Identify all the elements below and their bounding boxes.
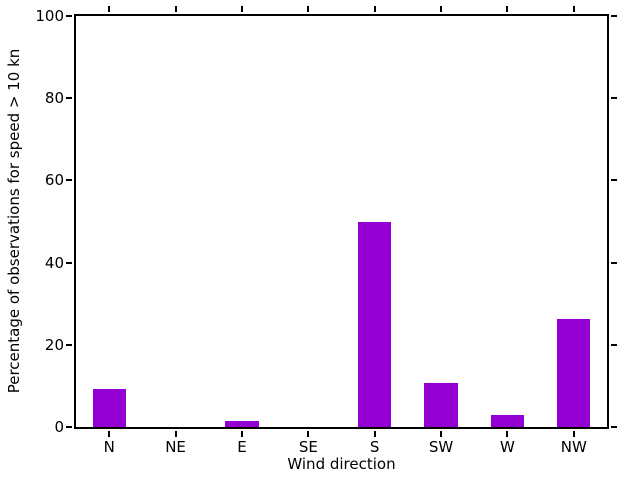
- y-tick-label-20: 20: [44, 335, 64, 354]
- x-tick-bottom-se: [307, 431, 310, 437]
- bar-e: [225, 420, 259, 427]
- bar-s: [358, 221, 392, 427]
- x-axis-label: Wind direction: [287, 455, 396, 473]
- x-tick-label-nw: NW: [560, 438, 587, 456]
- y-tick-label-0: 0: [54, 418, 64, 436]
- x-tick-bottom-nw: [572, 431, 575, 437]
- bar-n: [92, 388, 126, 427]
- x-tick-label-w: W: [500, 438, 515, 456]
- y-axis-label: Percentage of observations for speed > 1…: [5, 48, 23, 394]
- x-tick-top-w: [506, 6, 509, 12]
- x-tick-label-ne: NE: [165, 438, 186, 456]
- y-tick-right-0: [611, 426, 617, 428]
- y-tick-left-20: [66, 343, 72, 346]
- x-tick-bottom-n: [108, 431, 111, 437]
- x-tick-top-se: [307, 6, 310, 12]
- y-tick-right-80: [611, 97, 617, 100]
- x-tick-bottom-e: [240, 431, 243, 437]
- y-tick-left-40: [66, 261, 72, 264]
- x-tick-label-e: E: [237, 438, 247, 456]
- x-tick-bottom-s: [373, 431, 376, 437]
- y-tick-right-20: [611, 343, 617, 346]
- y-tick-left-60: [66, 179, 72, 182]
- x-tick-label-se: SE: [298, 438, 318, 456]
- bar-w: [490, 415, 525, 427]
- x-tick-label-sw: SW: [428, 438, 454, 456]
- y-tick-label-60: 60: [44, 171, 64, 190]
- x-tick-top-e: [240, 6, 243, 12]
- y-tick-label-80: 80: [44, 89, 64, 108]
- x-tick-bottom-w: [506, 431, 509, 437]
- y-tick-right-40: [611, 261, 617, 264]
- x-tick-label-s: S: [369, 438, 380, 456]
- y-tick-right-60: [611, 179, 617, 182]
- x-tick-top-n: [108, 6, 111, 12]
- x-tick-top-sw: [440, 6, 443, 12]
- y-tick-left-80: [66, 97, 72, 100]
- plot-area: N NE E SE S SW W NW 0 20 40 60 80 100: [35, 6, 617, 456]
- x-tick-bottom-sw: [440, 431, 443, 437]
- x-tick-label-n: N: [103, 438, 115, 456]
- x-tick-top-s: [373, 6, 376, 12]
- y-tick-right-100: [611, 15, 617, 17]
- x-tick-top-ne: [174, 6, 177, 12]
- y-tick-left-100: [66, 15, 72, 17]
- bar-sw: [424, 383, 458, 427]
- y-tick-label-100: 100: [35, 7, 64, 25]
- x-tick-bottom-ne: [174, 431, 177, 437]
- x-tick-top-nw: [572, 6, 575, 12]
- y-tick-left-0: [66, 426, 72, 428]
- y-tick-label-40: 40: [44, 253, 64, 272]
- bar-nw: [557, 318, 591, 427]
